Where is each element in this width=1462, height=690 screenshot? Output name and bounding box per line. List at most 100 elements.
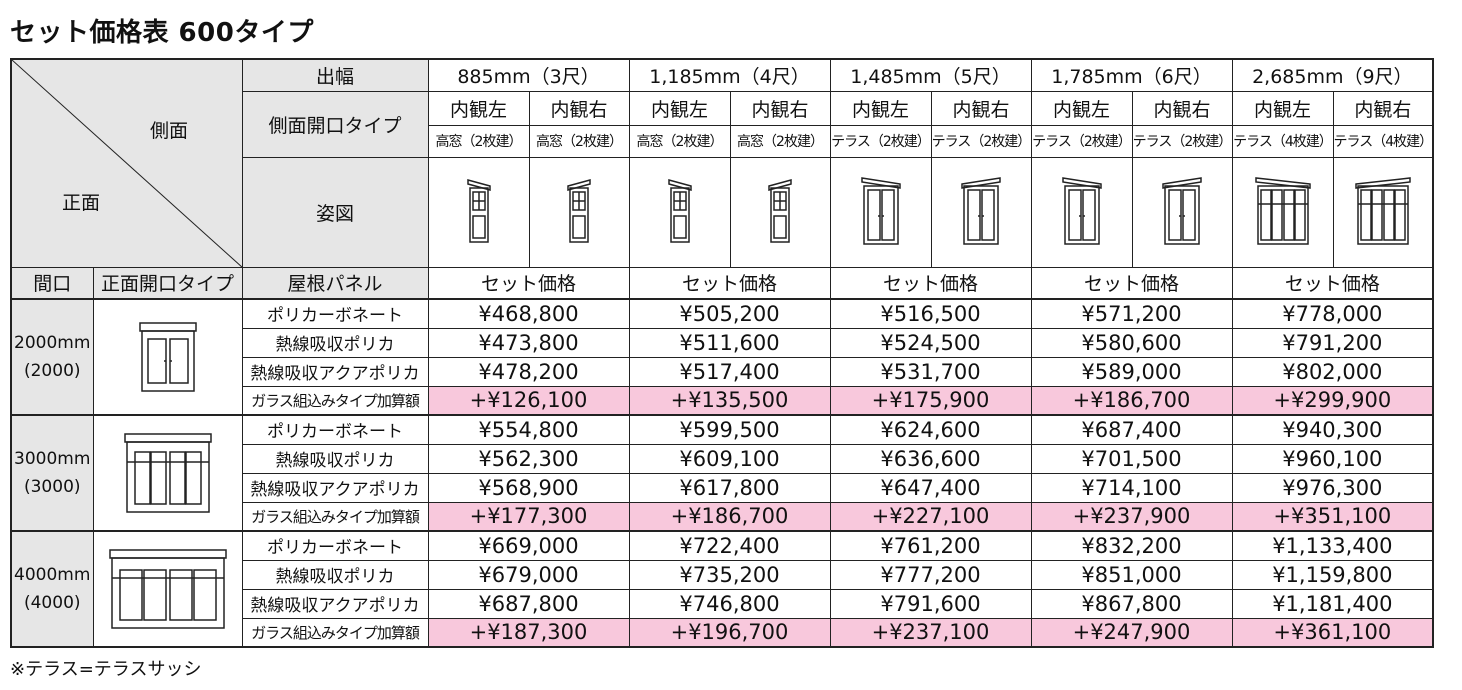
price-cell: +¥237,900 bbox=[1030, 501, 1233, 532]
side-type: 高窓（2枚建） bbox=[427, 124, 530, 158]
price-cell: ¥679,000 bbox=[427, 559, 630, 590]
price-cell: ¥647,400 bbox=[829, 472, 1032, 503]
figure-icon bbox=[1355, 177, 1411, 245]
panel-label: 熱線吸収アクアポリカ bbox=[241, 472, 429, 503]
price-header: セット価格 bbox=[1231, 266, 1434, 300]
table-row: 熱線吸収ポリカ ¥679,000 ¥735,200 ¥777,200 ¥851,000 ¥… bbox=[11, 559, 1434, 590]
price-cell: ¥568,900 bbox=[427, 472, 630, 503]
price-cell: +¥351,100 bbox=[1231, 501, 1434, 532]
front-figure bbox=[92, 298, 243, 416]
price-cell: ¥599,500 bbox=[628, 414, 831, 445]
price-cell: ¥517,400 bbox=[628, 356, 831, 387]
figure-icon bbox=[567, 179, 591, 243]
price-cell: ¥669,000 bbox=[427, 530, 630, 561]
header-label: 姿図 bbox=[241, 156, 429, 268]
price-cell: ¥511,600 bbox=[628, 327, 831, 358]
corner-front: 正面 bbox=[62, 192, 101, 214]
side-position: 内観右 bbox=[1332, 90, 1434, 126]
side-type: テラス（4枚建） bbox=[1231, 124, 1334, 158]
price-cell: ¥791,600 bbox=[829, 588, 1032, 619]
price-cell: +¥361,100 bbox=[1231, 617, 1434, 648]
panel-label: ガラス組込みタイプ加算額 bbox=[241, 385, 429, 416]
figure-cell bbox=[528, 156, 630, 268]
panel-label: 熱線吸収ポリカ bbox=[241, 327, 429, 358]
price-cell: ¥746,800 bbox=[628, 588, 831, 619]
width-header: 2,685mm（9尺） bbox=[1231, 58, 1434, 92]
figure-cell bbox=[729, 156, 831, 268]
table-row: 2000mm (2000) ポリカーボネート ¥468,800 ¥505,200 ¥516… bbox=[10, 298, 1434, 416]
price-cell: ¥562,300 bbox=[427, 443, 630, 474]
price-cell: ¥473,800 bbox=[427, 327, 630, 358]
price-cell: ¥524,500 bbox=[829, 327, 1032, 358]
price-cell: ¥589,000 bbox=[1030, 356, 1233, 387]
panel-label: ポリカーボネート bbox=[241, 298, 429, 329]
figure-icon bbox=[667, 179, 692, 243]
side-position: 内観右 bbox=[930, 90, 1032, 126]
price-cell: ¥531,700 bbox=[829, 356, 1032, 387]
panel-label: 熱線吸収アクアポリカ bbox=[241, 588, 429, 619]
front-figure bbox=[92, 530, 243, 648]
price-header: セット価格 bbox=[1030, 266, 1233, 300]
figure-cell bbox=[1332, 156, 1434, 268]
price-cell: ¥778,000 bbox=[1231, 298, 1434, 329]
price-cell: ¥761,200 bbox=[829, 530, 1032, 561]
side-position: 内観左 bbox=[427, 90, 530, 126]
side-position: 内観右 bbox=[528, 90, 630, 126]
price-cell: ¥851,000 bbox=[1030, 559, 1233, 590]
side-type: テラス（2枚建） bbox=[1131, 124, 1233, 158]
side-type: 高窓（2枚建） bbox=[628, 124, 731, 158]
price-cell: +¥196,700 bbox=[628, 617, 831, 648]
figure-cell bbox=[1131, 156, 1233, 268]
frontage-sub: (3000) bbox=[23, 477, 81, 497]
side-type: テラス（2枚建） bbox=[829, 124, 932, 158]
figure-icon bbox=[123, 433, 212, 513]
panel-label: ガラス組込みタイプ加算額 bbox=[241, 501, 429, 532]
panel-label: 熱線吸収ポリカ bbox=[241, 443, 429, 474]
figure-cell bbox=[1231, 156, 1334, 268]
price-cell: +¥177,300 bbox=[427, 501, 630, 532]
price-cell: ¥940,300 bbox=[1231, 414, 1434, 445]
price-header: セット価格 bbox=[427, 266, 630, 300]
frontage: 3000mm bbox=[14, 449, 91, 469]
table-row: 熱線吸収アクアポリカ ¥478,200 ¥517,400 ¥531,700 ¥589,0… bbox=[11, 356, 1434, 387]
figure-icon bbox=[138, 322, 197, 392]
table-row: 熱線吸収アクアポリカ ¥568,900 ¥617,800 ¥647,400 ¥714,1… bbox=[11, 472, 1434, 503]
price-cell: ¥722,400 bbox=[628, 530, 831, 561]
price-cell: +¥299,900 bbox=[1231, 385, 1434, 416]
price-cell: ¥777,200 bbox=[829, 559, 1032, 590]
price-cell: ¥636,600 bbox=[829, 443, 1032, 474]
side-position: 内観右 bbox=[1131, 90, 1233, 126]
header-label: 間口 bbox=[10, 266, 94, 300]
frontage-cell: 4000mm (4000) bbox=[10, 530, 94, 648]
price-header: セット価格 bbox=[829, 266, 1032, 300]
table-row: 間口 正面開口タイプ 屋根パネル セット価格 セット価格 セット価格 セット価格 セット価格 bbox=[10, 266, 1434, 300]
price-cell: ¥714,100 bbox=[1030, 472, 1233, 503]
table-row: 4000mm (4000) ポリカーボネート ¥669,000 ¥722,400 ¥761… bbox=[10, 530, 1434, 648]
header-label: 屋根パネル bbox=[241, 266, 429, 300]
price-cell: ¥516,500 bbox=[829, 298, 1032, 329]
price-cell: +¥186,700 bbox=[1030, 385, 1233, 416]
price-cell: ¥960,100 bbox=[1231, 443, 1434, 474]
table-row: 高窓（2枚建） 高窓（2枚建） 高窓（2枚建） 高窓（2枚建） テラス（2枚建） テラス（… bbox=[11, 124, 1434, 158]
price-cell: ¥580,600 bbox=[1030, 327, 1233, 358]
table-row: ガラス組込みタイプ加算額 +¥126,100 +¥135,500 +¥175,900 +… bbox=[11, 385, 1434, 416]
width-header: 1,485mm（5尺） bbox=[829, 58, 1032, 92]
table-row: 側面開口タイプ 内観左 内観右 内観左 内観右 内観左 内観右 内観左 内観右 内観左 内観右 bbox=[11, 90, 1434, 158]
price-cell: +¥126,100 bbox=[427, 385, 630, 416]
price-cell: +¥135,500 bbox=[628, 385, 831, 416]
side-type: テラス（4枚建） bbox=[1332, 124, 1434, 158]
panel-label: ポリカーボネート bbox=[241, 414, 429, 445]
price-cell: ¥624,600 bbox=[829, 414, 1032, 445]
side-type: 高窓（2枚建） bbox=[729, 124, 831, 158]
header-label: 側面開口タイプ bbox=[241, 90, 429, 158]
figure-icon bbox=[768, 179, 792, 243]
frontage-sub: (2000) bbox=[23, 361, 81, 381]
price-cell: ¥478,200 bbox=[427, 356, 630, 387]
corner-side: 側面 bbox=[150, 120, 189, 142]
table-row: ガラス組込みタイプ加算額 +¥187,300 +¥196,700 +¥237,100 +… bbox=[11, 617, 1434, 648]
figure-cell bbox=[930, 156, 1032, 268]
price-cell: ¥1,159,800 bbox=[1231, 559, 1434, 590]
side-position: 内観右 bbox=[729, 90, 831, 126]
figure-icon bbox=[1162, 177, 1202, 245]
